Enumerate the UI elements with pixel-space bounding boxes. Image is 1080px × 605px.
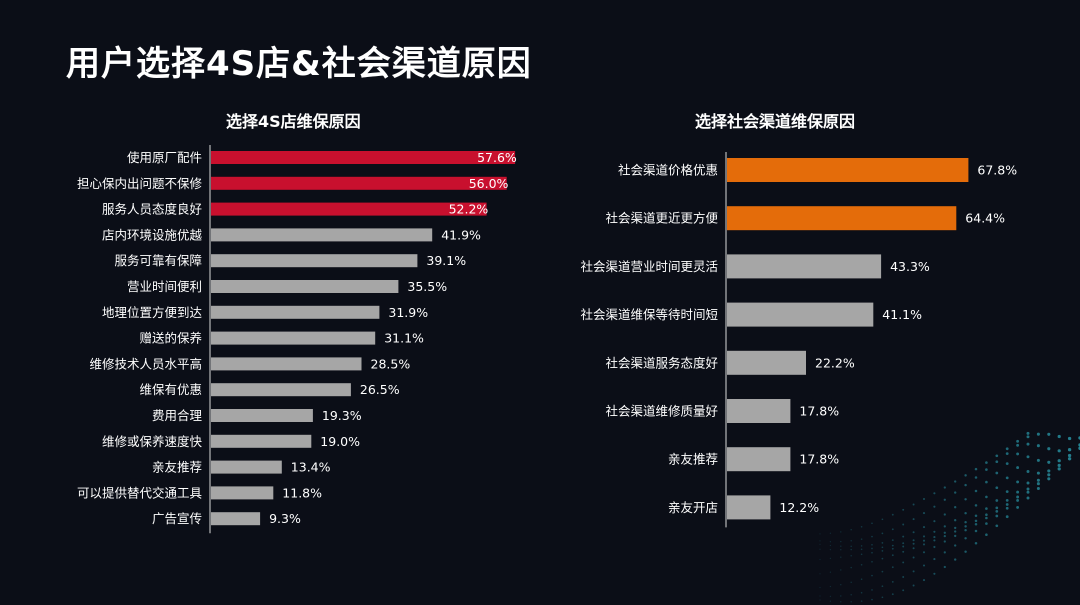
category-label: 费用合理 <box>152 408 203 423</box>
bar <box>727 302 874 327</box>
category-label: 赠送的保养 <box>139 331 202 346</box>
category-label: 社会渠道维保等待时间短 <box>580 307 718 322</box>
data-label: 28.5% <box>371 356 411 371</box>
bar <box>727 158 969 182</box>
category-label: 亲友推荐 <box>668 452 718 467</box>
category-label: 社会渠道价格优惠 <box>618 163 718 178</box>
bar <box>211 486 274 500</box>
bar <box>211 202 487 216</box>
category-label: 维修技术人员水平高 <box>89 356 202 371</box>
bar <box>211 254 418 268</box>
page-title: 用户选择4S店&社会渠道原因 <box>66 44 532 84</box>
bar <box>211 512 261 526</box>
bar <box>727 254 882 279</box>
data-label: 9.3% <box>269 511 301 526</box>
bar <box>727 447 791 472</box>
bar <box>211 280 399 293</box>
data-label: 35.5% <box>407 279 447 294</box>
bar <box>211 228 433 242</box>
data-label: 19.0% <box>320 434 360 449</box>
data-label: 31.1% <box>384 331 424 346</box>
bar <box>727 350 806 375</box>
data-label: 11.8% <box>282 485 322 500</box>
category-label: 店内环境设施优越 <box>102 227 203 242</box>
bar <box>211 383 351 397</box>
category-label: 维保有优惠 <box>139 382 202 397</box>
category-label: 社会渠道维修质量好 <box>605 404 718 419</box>
data-label: 41.9% <box>441 227 481 242</box>
data-label: 12.2% <box>779 500 819 515</box>
bar <box>211 331 376 345</box>
category-label: 社会渠道更近更方便 <box>605 211 718 226</box>
data-label: 56.0% <box>469 176 509 191</box>
data-label: 26.5% <box>360 382 400 397</box>
category-label: 亲友推荐 <box>152 460 202 475</box>
right-chart-title: 选择社会渠道维保原因 <box>695 112 856 131</box>
data-label: 41.1% <box>882 307 922 322</box>
bar <box>211 151 516 164</box>
category-label: 社会渠道营业时间更灵活 <box>580 259 718 274</box>
data-label: 17.8% <box>799 452 839 467</box>
bar <box>211 176 507 190</box>
bar <box>727 495 771 520</box>
bar <box>211 460 282 474</box>
category-label: 服务可靠有保障 <box>114 253 202 268</box>
category-label: 担心保内出问题不保修 <box>77 176 203 191</box>
data-label: 17.8% <box>799 404 839 419</box>
category-label: 营业时间便利 <box>127 279 202 294</box>
category-label: 使用原厂配件 <box>127 150 202 165</box>
category-label: 服务人员态度良好 <box>102 202 202 217</box>
data-label: 43.3% <box>890 259 930 274</box>
bar <box>727 399 791 423</box>
category-label: 可以提供替代交通工具 <box>77 485 203 500</box>
data-label: 13.4% <box>291 460 331 475</box>
data-label: 64.4% <box>965 211 1005 226</box>
category-label: 亲友开店 <box>668 500 718 515</box>
category-label: 广告宣传 <box>152 511 202 526</box>
category-label: 社会渠道服务态度好 <box>605 355 718 370</box>
left-chart-title: 选择4S店维保原因 <box>226 112 361 131</box>
bar <box>727 206 957 231</box>
data-label: 39.1% <box>426 253 466 268</box>
data-label: 67.8% <box>977 163 1017 178</box>
category-label: 维修或保养速度快 <box>102 434 203 449</box>
bar <box>211 409 313 422</box>
data-label: 22.2% <box>815 355 855 370</box>
data-label: 31.9% <box>388 305 428 320</box>
data-label: 19.3% <box>322 408 362 423</box>
bar <box>211 305 380 319</box>
data-label: 57.6% <box>477 150 517 165</box>
bar <box>211 434 312 448</box>
data-label: 52.2% <box>449 202 489 217</box>
category-label: 地理位置方便到达 <box>102 305 203 320</box>
bar <box>211 357 362 371</box>
